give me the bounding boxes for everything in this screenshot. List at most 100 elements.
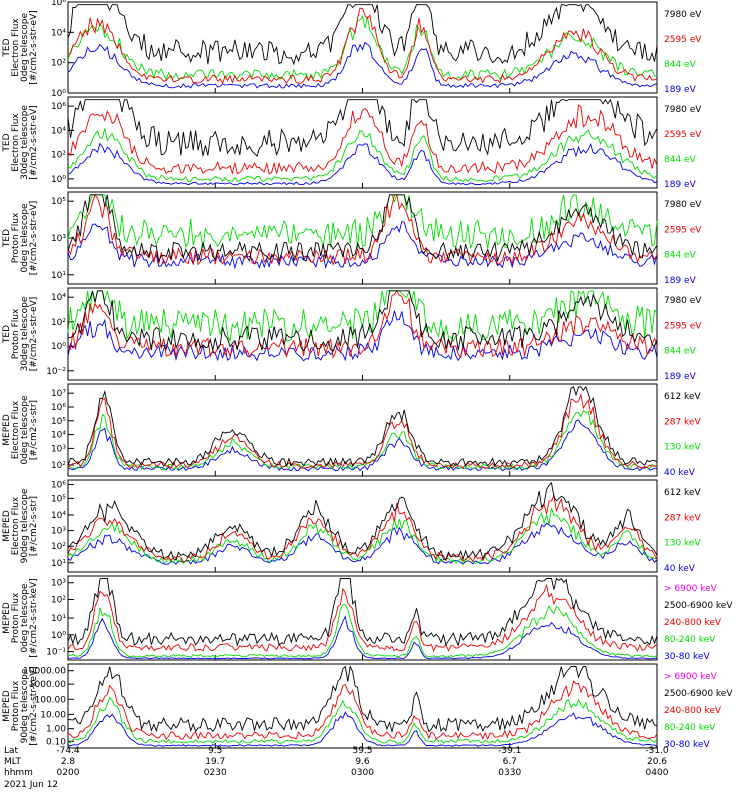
panel-5-ytick-label: 10⁵ (51, 417, 66, 427)
panel-5-series-4 (67, 419, 657, 472)
panel-8-ytick-label: 1.00 (46, 725, 66, 735)
panel-1-ytick-label: 10⁰ (51, 89, 66, 99)
panel-4-ytick-label: 10⁻² (46, 367, 66, 377)
panel-1-legend-entry: 2595 eV (664, 35, 702, 45)
panel-4-ylabel: [#/cm2-s-str-eV] (29, 297, 39, 372)
panel-7-ylabel: MEPED (2, 602, 12, 634)
x-tick-mlt: 20.6 (647, 757, 667, 767)
x-tick-time: 0330 (498, 768, 521, 778)
panel-6-ylabel: [#/cm2-s-str] (29, 496, 39, 556)
x-tick-mlt: 9.6 (355, 757, 370, 767)
panel-6-legend-entry: 130 keV (664, 539, 701, 549)
panel-8-ylabel: Proton Flux (11, 680, 21, 731)
panel-1-series-4 (67, 41, 658, 89)
date-label: 2021 Jun 12 (4, 780, 58, 790)
panel-7-ytick-label: 10⁻¹ (46, 648, 66, 658)
panel-6-ytick-label: 10¹ (51, 559, 66, 569)
panel-6-series-4 (67, 522, 658, 565)
panel-7-ytick-label: 10¹ (51, 614, 66, 624)
panel-5-ytick-label: 10⁴ (51, 431, 66, 441)
panel-4-ytick-label: 10⁰ (51, 342, 66, 352)
panel-5-legend-entry: 612 keV (664, 392, 701, 402)
panel-1-ytick-label: 10⁶ (51, 0, 66, 8)
panel-2-ytick-label: 10² (51, 151, 66, 161)
panel-1-ylabel: TED (2, 38, 12, 57)
x-tick-lat: 9.5 (208, 746, 222, 756)
x-tick-lat: -74.4 (56, 746, 80, 756)
panel-2-ytick-label: 10⁰ (51, 175, 66, 185)
panel-6-ylabel: 90deg telescope (20, 488, 30, 563)
panel-1-series-2 (67, 7, 658, 85)
panel-1-ylabel: [#/cm2-s-str-eV] (29, 10, 39, 85)
panel-1-legend-entry: 844 eV (664, 60, 697, 70)
panel-6-series-3 (67, 508, 658, 565)
panel-3-ylabel: 0deg telescope (20, 203, 30, 273)
panel-8-legend-entry: 240-800 keV (664, 706, 722, 716)
panel-6-series-2 (67, 493, 658, 563)
panel-8-ylabel: [#/cm2-s-str-keV] (29, 666, 39, 745)
panel-8-ytick-label: 1000.00 (29, 680, 66, 690)
panel-5-legend-entry: 130 keV (664, 443, 701, 453)
panel-2-ytick-label: 10⁴ (51, 126, 66, 136)
panel-7-ylabel: [#/cm2-s-str-keV] (29, 578, 39, 657)
panel-3-ylabel: Proton Flux (11, 212, 21, 263)
x-row-label: hhmm (4, 768, 33, 778)
panel-3-series-4 (67, 220, 658, 270)
panel-7-legend-entry: 2500-6900 keV (664, 601, 733, 611)
panel-7-series-1 (67, 577, 658, 647)
panel-4-series-2 (67, 289, 658, 359)
panel-6-ylabel: MEPED (2, 510, 12, 542)
panel-4-frame (67, 287, 658, 381)
x-tick-mlt: 2.8 (61, 757, 76, 767)
panel-5-series-2 (67, 393, 658, 469)
panel-2-series-3 (67, 128, 658, 183)
panel-4-series-1 (67, 290, 658, 352)
panel-3-legend-entry: 189 eV (664, 276, 697, 286)
panel-6-ytick-label: 10⁴ (51, 511, 66, 521)
panel-7-series-4 (67, 615, 658, 660)
panel-1-series-1 (67, 4, 658, 66)
panel-8-frame (67, 663, 658, 749)
panel-1-ytick-label: 10⁴ (51, 28, 66, 38)
panel-3-ylabel: [#/cm2-s-str-eV] (29, 201, 39, 276)
x-tick-lat: -39.1 (498, 746, 521, 756)
panel-8-legend-entry: 80-240 keV (664, 723, 716, 733)
panel-4-ytick-label: 10⁴ (51, 293, 66, 303)
panel-5-legend-entry: 40 keV (664, 468, 696, 478)
panel-8-ytick-label: 10000.00 (23, 667, 66, 677)
panel-1-legend-entry: 189 eV (664, 85, 697, 95)
x-tick-time: 0300 (351, 768, 374, 778)
panel-3-legend-entry: 844 eV (664, 251, 697, 261)
panel-2-legend-entry: 189 eV (664, 180, 697, 190)
panel-6-series-1 (67, 481, 658, 561)
panel-8-series-4 (67, 711, 658, 747)
panel-7-legend-entry: 80-240 keV (664, 635, 716, 645)
panel-4-series-4 (67, 310, 658, 362)
panel-1-ylabel: 0deg telescope (20, 13, 30, 83)
panel-8-series-2 (67, 680, 658, 741)
panel-2-ylabel: TED (2, 133, 12, 152)
panel-8-series-3 (67, 696, 658, 744)
panel-5-series-1 (67, 385, 658, 468)
panel-8-legend-entry: > 6900 keV (664, 672, 718, 682)
panel-2-series-1 (67, 98, 658, 157)
panel-4-ylabel: TED (2, 325, 12, 344)
panel-7-legend-entry: > 6900 keV (664, 584, 718, 594)
x-tick-time: 0200 (57, 768, 80, 778)
x-tick-time: 0400 (646, 768, 669, 778)
panel-6-ytick-label: 10⁵ (51, 494, 66, 504)
panel-2-ylabel: Electron Flux (11, 113, 21, 172)
panel-7-ytick-label: 10³ (51, 579, 66, 589)
x-row-label: MLT (4, 757, 22, 767)
panel-8-legend-entry: 2500-6900 keV (664, 689, 733, 699)
panel-2-ylabel: 30deg telescope (20, 105, 30, 180)
panel-3-ytick-label: 10³ (51, 234, 66, 244)
panel-6-legend-entry: 40 keV (664, 564, 696, 574)
panel-2-series-4 (67, 142, 658, 186)
panel-8-legend-entry: 30-80 keV (664, 740, 710, 750)
panel-6-legend-entry: 612 keV (664, 488, 701, 498)
panel-6-ylabel: Electron Flux (11, 496, 21, 555)
panel-7-series-3 (67, 604, 658, 658)
x-tick-lat: 59.5 (352, 746, 372, 756)
